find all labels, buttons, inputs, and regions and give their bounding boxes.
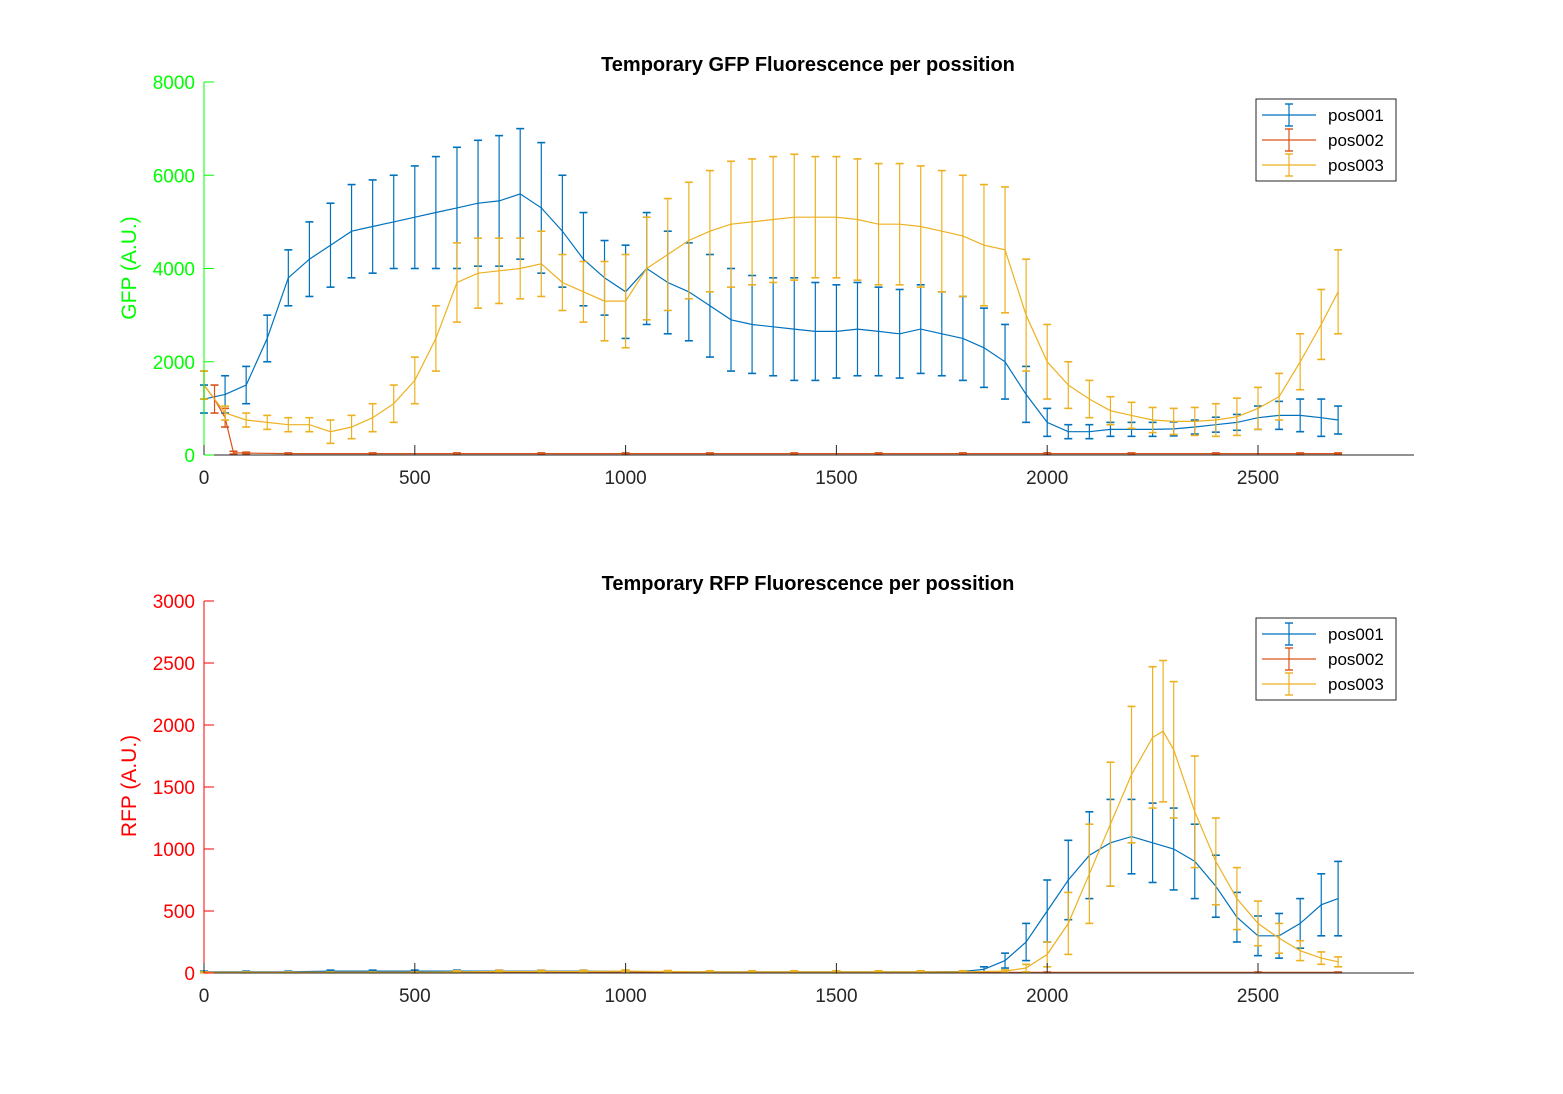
gfp-plot-title: Temporary GFP Fluorescence per possition xyxy=(601,54,1015,76)
rfp-legend-label-pos001: pos001 xyxy=(1328,625,1384,644)
gfp-y-axis-label: GFP (A.U.) xyxy=(118,216,141,319)
rfp-y-tick-label: 2500 xyxy=(153,654,195,675)
gfp-plot: Temporary GFP Fluorescence per possition… xyxy=(118,54,1414,489)
gfp-legend: pos001 pos002 pos003 xyxy=(1255,98,1397,182)
gfp-y-tick-label: 8000 xyxy=(153,73,195,94)
gfp-x-tick-label: 0 xyxy=(199,468,210,489)
rfp-y-axis-label: RFP (A.U.) xyxy=(118,735,141,837)
rfp-x-tick-label: 1500 xyxy=(815,986,857,1007)
gfp-y-tick-label: 2000 xyxy=(153,353,195,374)
rfp-y-tick-label: 1000 xyxy=(153,840,195,861)
gfp-x-tick-label: 2000 xyxy=(1026,468,1068,489)
gfp-series-line-pos003 xyxy=(203,216,1339,433)
gfp-series-pos003 xyxy=(200,153,1343,445)
gfp-y-tick-label: 4000 xyxy=(153,260,195,281)
rfp-legend-label-pos003: pos003 xyxy=(1328,675,1384,694)
rfp-y-tick-label: 1500 xyxy=(153,778,195,799)
rfp-y-tick-label: 3000 xyxy=(153,592,195,613)
gfp-legend-label-pos001: pos001 xyxy=(1328,106,1384,125)
rfp-y-tick-label: 500 xyxy=(163,902,195,923)
gfp-x-tick-label: 1000 xyxy=(604,468,646,489)
rfp-y-tick-label: 2000 xyxy=(153,716,195,737)
rfp-legend: pos001 pos002 pos003 xyxy=(1255,617,1397,701)
gfp-axes: 0 500 1000 1500 2000 2500 0 2000 4000 6000 8000 xyxy=(153,73,1414,489)
gfp-x-tick-label: 500 xyxy=(399,468,431,489)
rfp-x-tick-label: 0 xyxy=(199,986,210,1007)
rfp-legend-label-pos002: pos002 xyxy=(1328,650,1384,669)
gfp-x-tick-label: 2500 xyxy=(1237,468,1279,489)
rfp-plot-title: Temporary RFP Fluorescence per possition xyxy=(602,573,1015,595)
gfp-legend-label-pos002: pos002 xyxy=(1328,131,1384,150)
rfp-y-tick-label: 0 xyxy=(184,964,195,985)
gfp-legend-label-pos003: pos003 xyxy=(1328,156,1384,175)
gfp-series-layer xyxy=(200,127,1343,456)
rfp-x-tick-label: 500 xyxy=(399,986,431,1007)
gfp-x-tick-label: 1500 xyxy=(815,468,857,489)
gfp-y-tick-label: 0 xyxy=(184,446,195,467)
rfp-axes: 0 500 1000 1500 2000 2500 0 500 1000 1500 2000 2500… xyxy=(153,592,1414,1007)
gfp-y-tick-label: 6000 xyxy=(153,166,195,187)
rfp-x-tick-label: 2000 xyxy=(1026,986,1068,1007)
rfp-x-tick-label: 1000 xyxy=(604,986,646,1007)
rfp-plot: Temporary RFP Fluorescence per possition… xyxy=(118,573,1414,1007)
rfp-x-tick-label: 2500 xyxy=(1237,986,1279,1007)
rfp-series-line-pos003 xyxy=(204,730,1339,974)
